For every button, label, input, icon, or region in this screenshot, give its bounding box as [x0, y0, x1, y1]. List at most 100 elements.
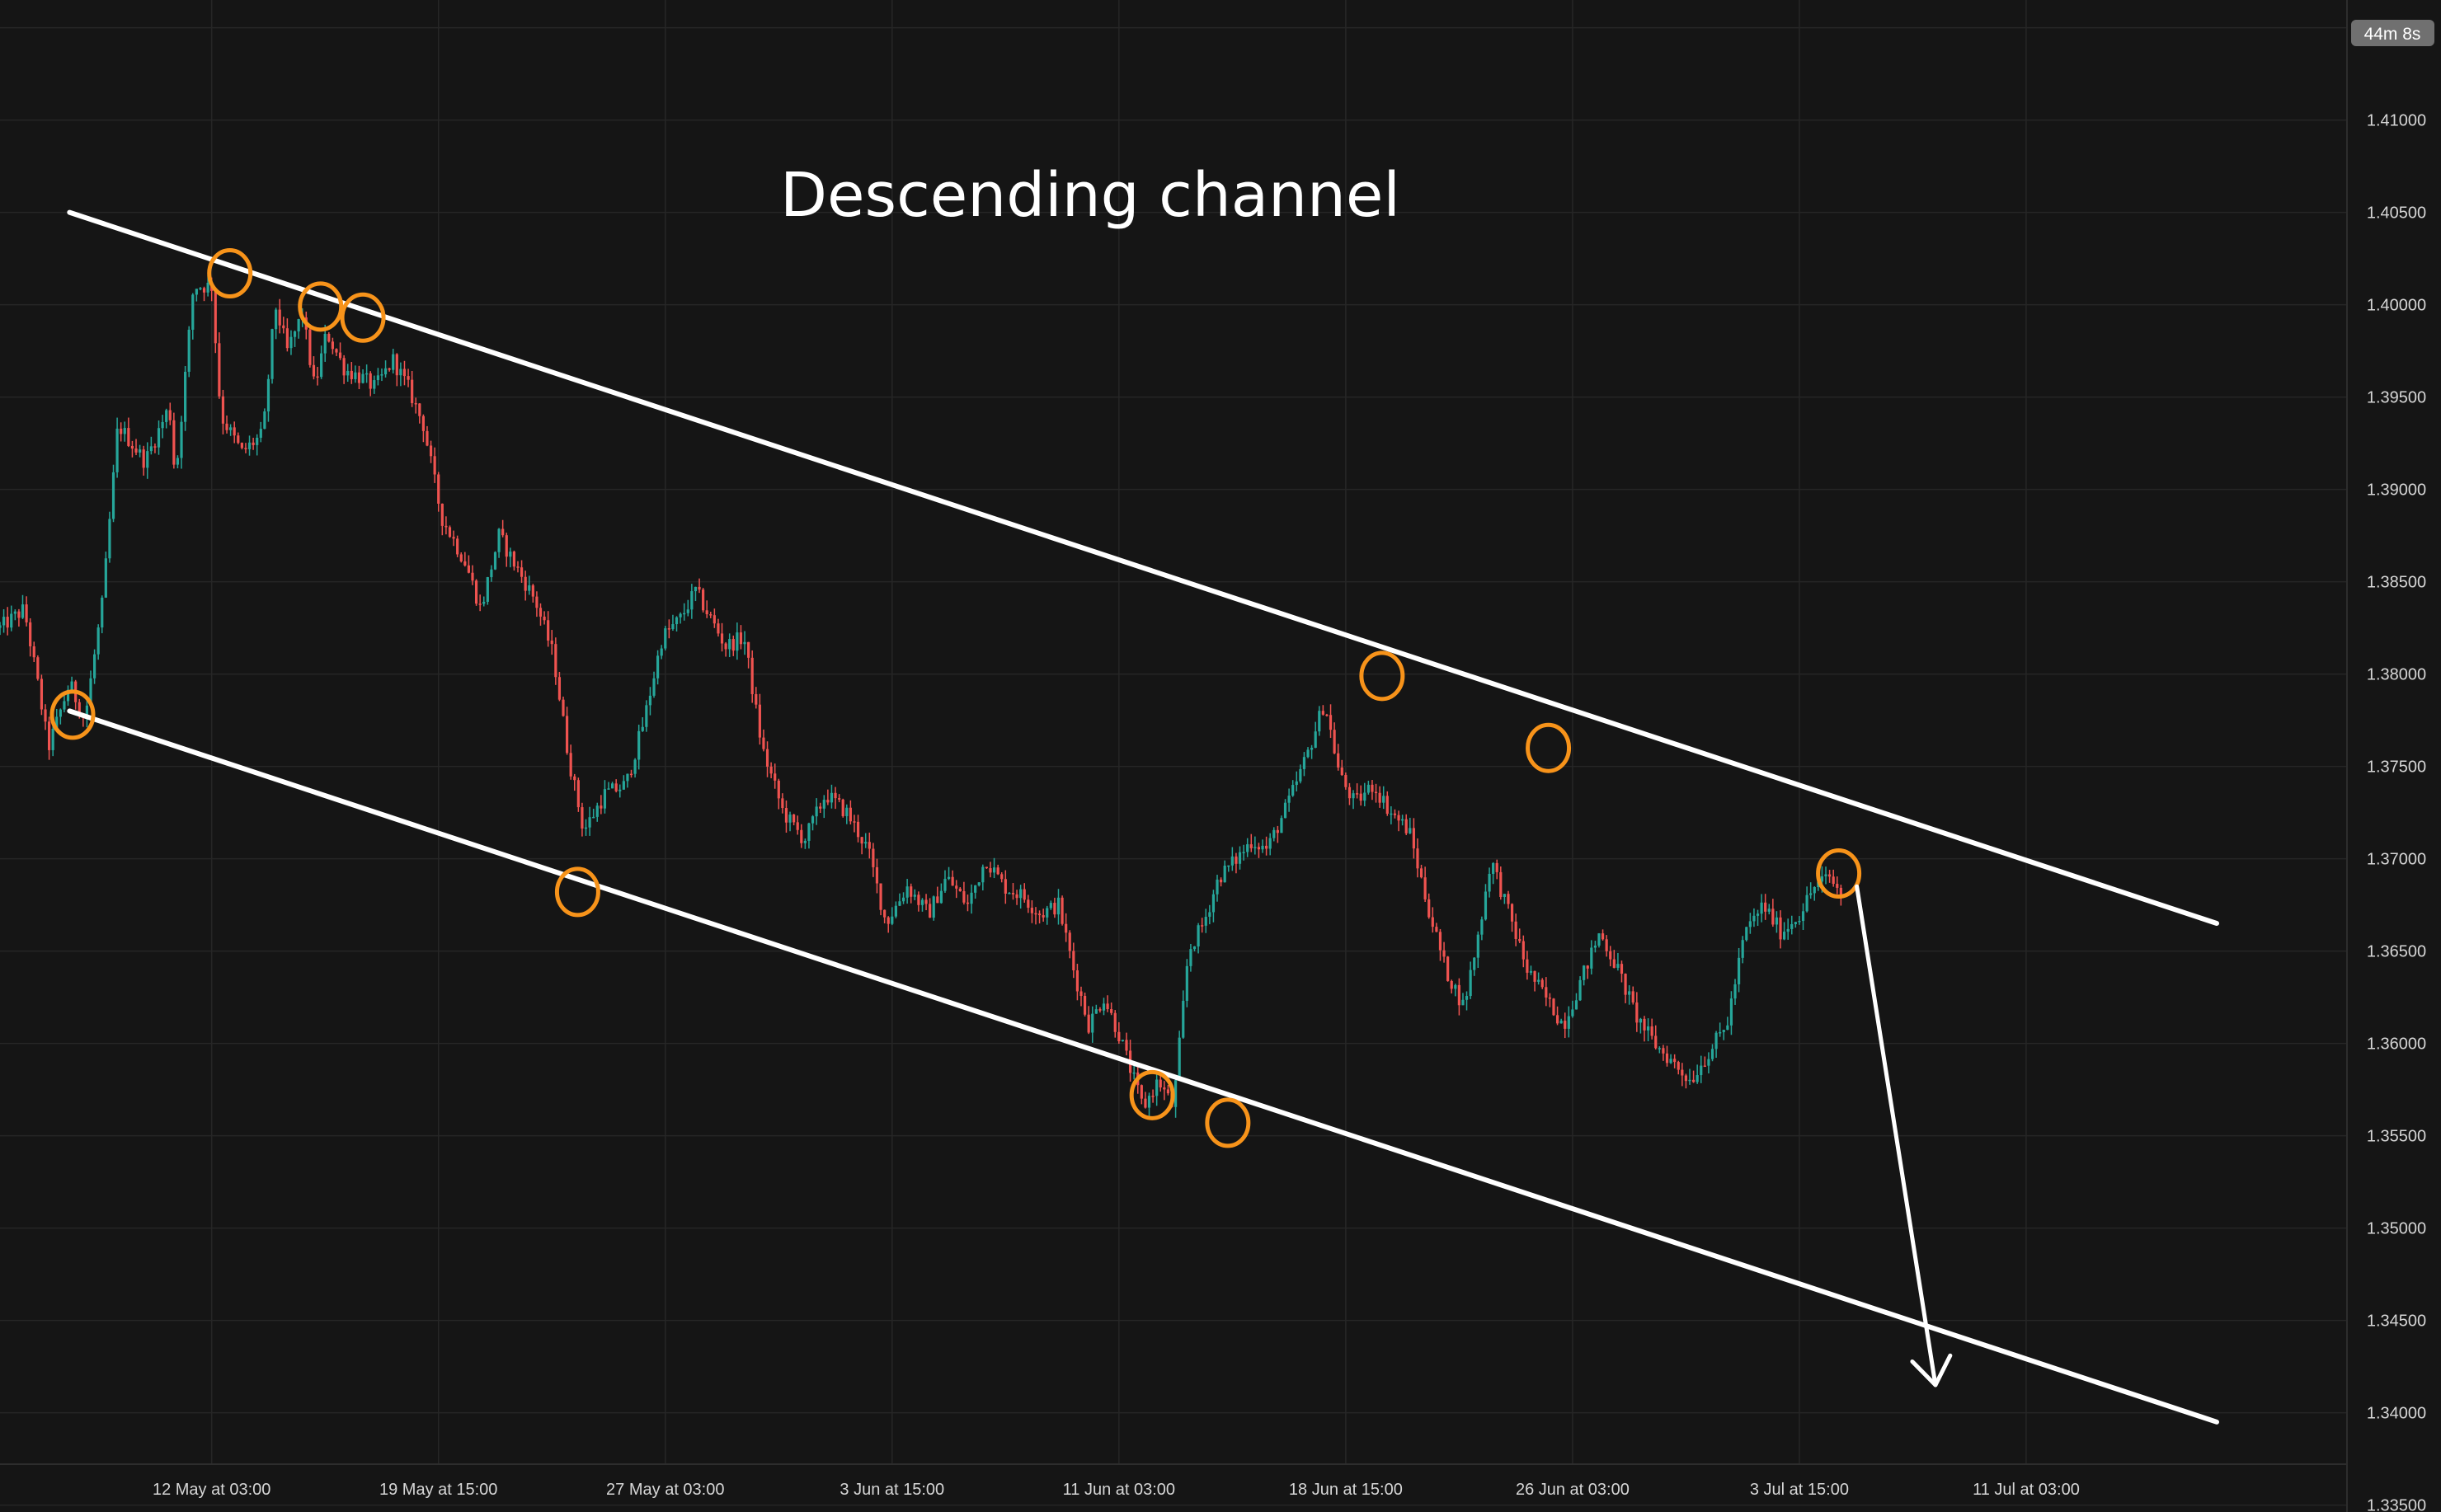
candle-body	[671, 624, 675, 630]
candle-body	[157, 428, 161, 448]
time-axis[interactable]: 12 May at 03:00 19 May at 15:00 27 May at …	[153, 1481, 2080, 1499]
y-tick-label: 1.37000	[2367, 851, 2426, 869]
candle-body	[860, 837, 863, 844]
price-axis[interactable]: 1.33500 1.34000 1.34500 1.35000 1.35500 1.360…	[2367, 20, 2426, 1512]
candle-body	[1393, 813, 1397, 815]
candle-body	[1522, 941, 1525, 960]
candle-body	[765, 749, 769, 767]
candle-body	[1061, 897, 1064, 924]
candle-body	[1046, 908, 1049, 918]
candle-body	[459, 554, 463, 561]
candle-body	[528, 585, 531, 591]
candle-body	[146, 451, 149, 468]
candle-body	[51, 728, 54, 750]
candle-body	[543, 616, 546, 621]
candle-body	[535, 596, 539, 608]
chart-title: Descending channel	[780, 160, 1400, 231]
candle-body	[1008, 893, 1011, 895]
candle-body	[1201, 925, 1204, 927]
candle-body	[350, 370, 353, 379]
candle-body	[1609, 951, 1612, 960]
candle-body	[1287, 796, 1291, 803]
countdown-badge-bg	[2351, 20, 2434, 46]
candle-body	[1639, 1018, 1643, 1023]
candle-body	[1552, 998, 1555, 1016]
candle-body	[1824, 874, 1827, 877]
y-tick-label: 1.38000	[2367, 666, 2426, 684]
candle-body	[1688, 1079, 1691, 1082]
candle-body	[392, 354, 395, 370]
candle-body	[433, 456, 436, 475]
candle-body	[1820, 876, 1824, 882]
candle-body	[1559, 1021, 1563, 1024]
candle-body	[891, 916, 894, 924]
candle-body	[1356, 793, 1359, 795]
candle-body	[1737, 957, 1741, 984]
candle-body	[1000, 874, 1004, 880]
candle-body	[259, 429, 262, 438]
x-tick-label: 11 Jun at 03:00	[1063, 1481, 1175, 1499]
candle-body	[894, 905, 897, 917]
candle-body	[85, 705, 89, 718]
candle-body	[1390, 813, 1393, 815]
candle-body	[641, 726, 644, 731]
candle-body	[1075, 970, 1079, 992]
candle-body	[206, 282, 209, 293]
candle-body	[554, 644, 557, 678]
candle-body	[595, 805, 599, 817]
candle-body	[720, 633, 724, 644]
candle-body	[539, 608, 543, 617]
candle-body	[1779, 917, 1782, 940]
candle-body	[199, 288, 202, 289]
y-tick-label: 1.40500	[2367, 204, 2426, 223]
candle-body	[120, 428, 123, 434]
candle-body	[1023, 889, 1026, 900]
candle-body	[1741, 940, 1744, 958]
candle-body	[275, 309, 278, 330]
y-tick-label: 1.37500	[2367, 758, 2426, 777]
candle-body	[1612, 959, 1616, 968]
candle-body	[981, 866, 985, 883]
y-tick-label: 1.40000	[2367, 297, 2426, 315]
candle-body	[1764, 902, 1767, 912]
candle-body	[781, 798, 784, 809]
candle-body	[1767, 909, 1771, 912]
candle-body	[1488, 873, 1491, 892]
candle-body	[346, 370, 350, 376]
candle-body	[747, 641, 750, 658]
candle-body	[1340, 767, 1343, 776]
candle-body	[376, 375, 379, 381]
candle-body	[826, 800, 830, 803]
candle-body	[970, 892, 973, 904]
candle-body	[331, 341, 334, 350]
candle-body	[1363, 792, 1366, 801]
candle-body	[471, 572, 474, 581]
candle-body	[1147, 1096, 1151, 1108]
candle-body	[1065, 923, 1068, 933]
candle-body	[1658, 1048, 1661, 1049]
candle-body	[755, 693, 758, 705]
candle-body	[1056, 897, 1061, 915]
candle-body	[218, 343, 221, 397]
candle-body	[917, 895, 920, 905]
candle-body	[1514, 921, 1517, 939]
candle-body	[1409, 828, 1412, 833]
candle-body	[373, 380, 376, 389]
candle-body	[486, 577, 489, 602]
candle-body	[1246, 844, 1249, 852]
candle-body	[1110, 1009, 1113, 1013]
candle-body	[429, 445, 433, 457]
candle-body	[962, 891, 966, 903]
candle-body	[139, 449, 142, 453]
candle-body	[176, 458, 180, 465]
candle-body	[270, 329, 274, 379]
y-tick-label: 1.35000	[2367, 1220, 2426, 1238]
candlestick-series[interactable]	[0, 275, 1842, 1119]
x-tick-label: 3 Jul at 15:00	[1750, 1481, 1849, 1499]
candle-body	[660, 648, 663, 656]
candle-body	[1643, 1018, 1646, 1031]
candle-body	[920, 899, 924, 905]
candle-body	[698, 586, 701, 590]
candle-body	[966, 902, 970, 904]
